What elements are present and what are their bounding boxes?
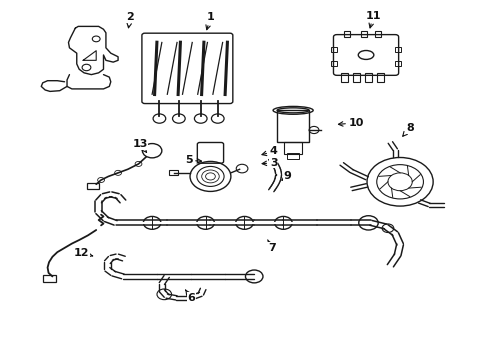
Text: 4: 4	[262, 147, 277, 157]
Bar	[284, 143, 301, 154]
Text: 10: 10	[338, 118, 363, 128]
Text: 7: 7	[267, 240, 275, 253]
Bar	[330, 62, 336, 66]
Text: 8: 8	[402, 123, 413, 136]
Text: 11: 11	[365, 11, 380, 28]
Text: 13: 13	[132, 139, 147, 152]
Text: 1: 1	[205, 13, 214, 30]
Bar	[87, 183, 99, 189]
Bar	[330, 47, 336, 52]
Bar	[43, 275, 56, 282]
Text: 9: 9	[282, 171, 291, 181]
Bar	[277, 111, 308, 143]
Bar	[340, 73, 347, 82]
Bar	[394, 47, 400, 52]
Text: 12: 12	[74, 248, 93, 258]
Text: 2: 2	[126, 13, 134, 28]
Bar	[352, 73, 359, 82]
Bar	[287, 153, 298, 158]
Bar	[343, 31, 349, 37]
Text: 3: 3	[262, 158, 277, 168]
Bar	[365, 73, 371, 82]
Bar	[169, 170, 178, 175]
Bar	[394, 62, 400, 66]
Bar	[374, 31, 380, 37]
Bar	[376, 73, 383, 82]
Bar	[360, 31, 366, 37]
Text: 5: 5	[184, 156, 201, 165]
Text: 6: 6	[185, 290, 195, 303]
